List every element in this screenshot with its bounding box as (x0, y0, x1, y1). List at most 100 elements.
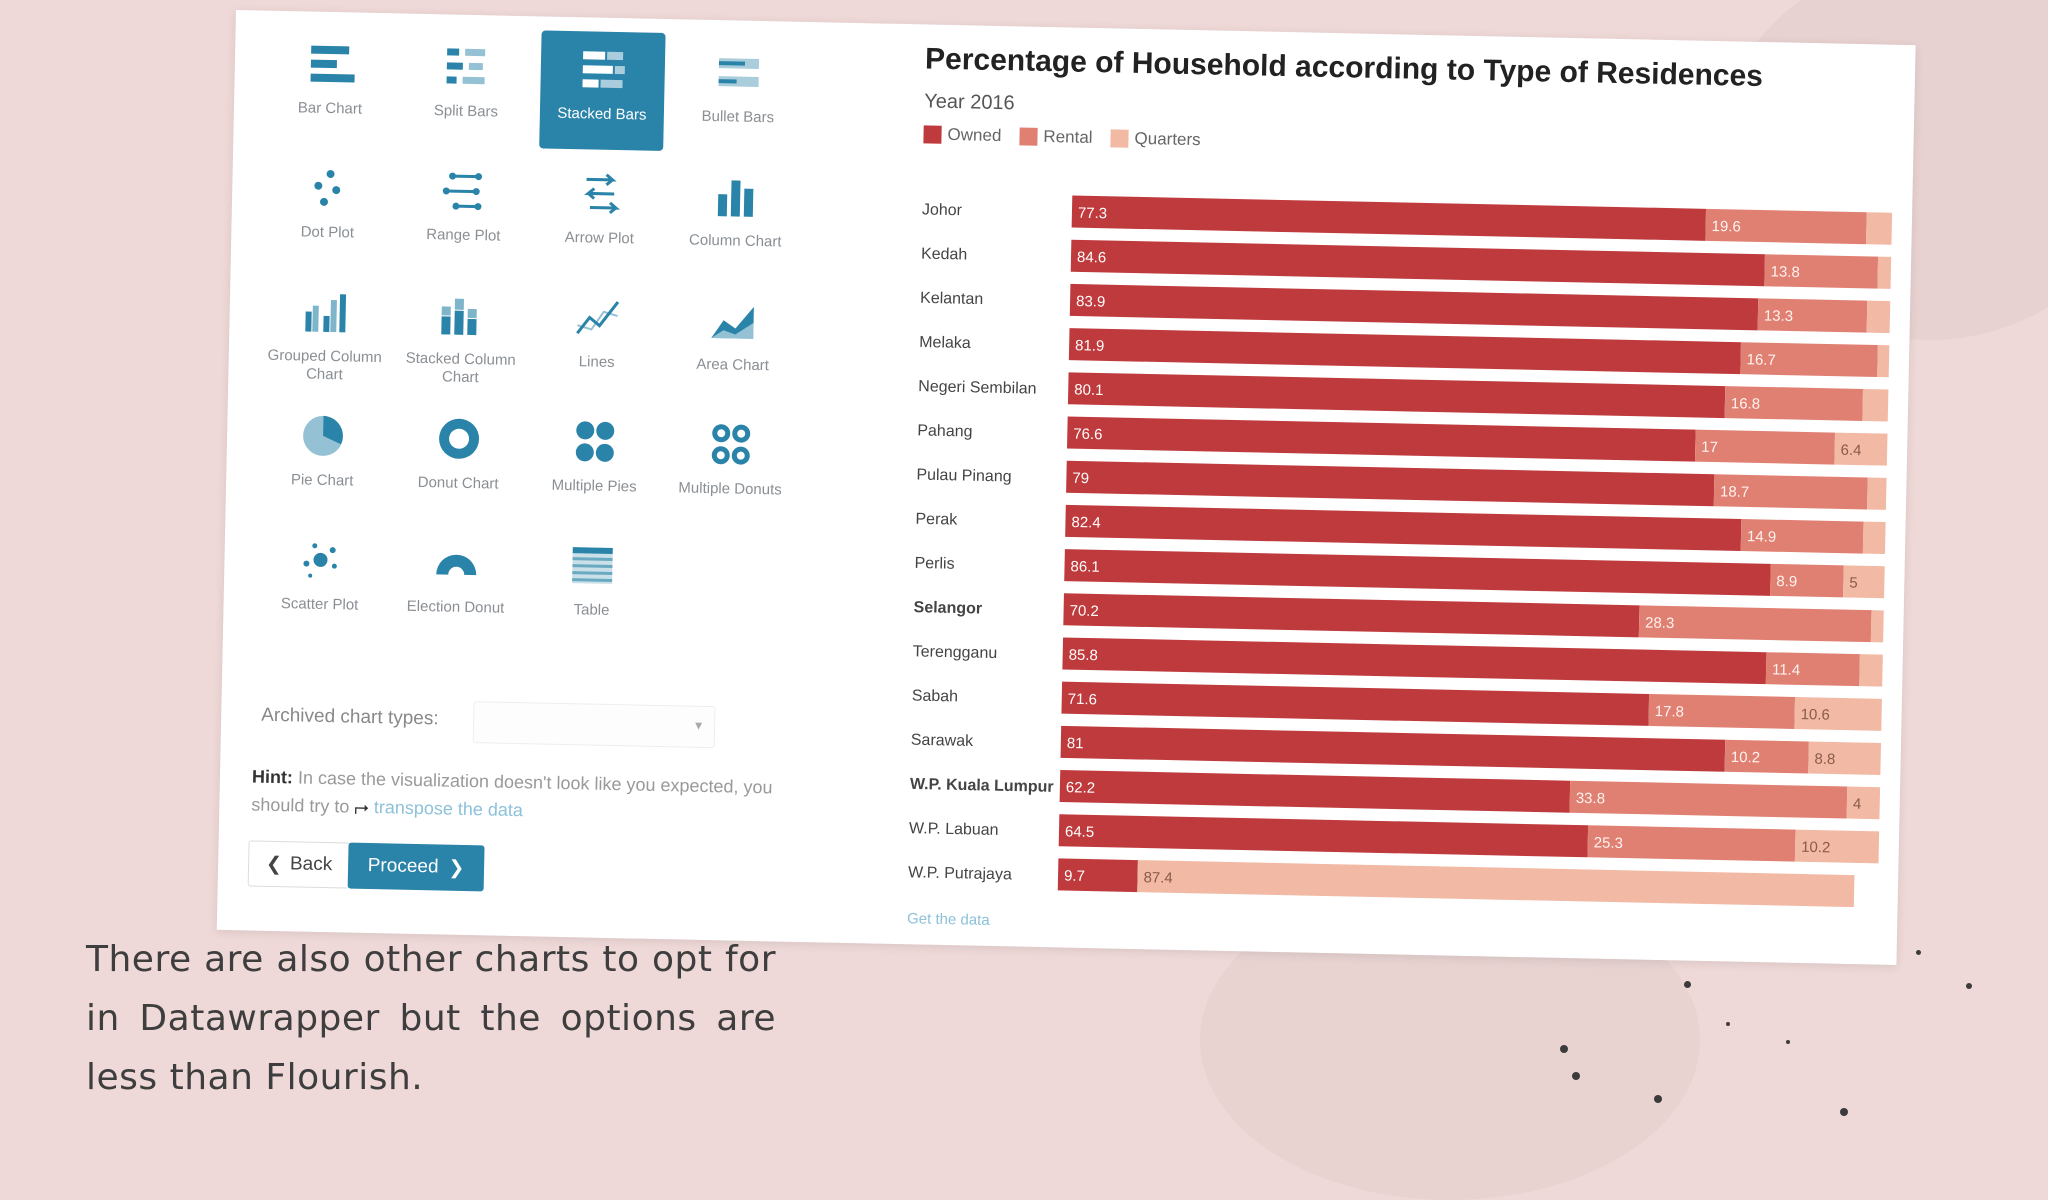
table-icon (572, 547, 613, 585)
chart-type-donut-chart[interactable]: Donut Chart (395, 399, 521, 520)
value-label: 8.9 (1776, 573, 1797, 590)
chart-type-label: Scatter Plot (280, 595, 359, 614)
arrow-plot-icon (584, 173, 621, 215)
bar-segment-owned (1065, 504, 1742, 552)
chart-type-table[interactable]: Table (529, 526, 655, 647)
chart-type-multiple-donuts[interactable]: Multiple Donuts (667, 405, 793, 526)
transpose-link[interactable]: transpose the data (373, 797, 524, 821)
bar-segment-owned (1058, 814, 1589, 858)
bar-segment-rental (1724, 739, 1809, 774)
hint-label: Hint: (251, 766, 294, 788)
category-label: Kedah (921, 246, 968, 264)
chart-type-label: Split Bars (433, 102, 499, 121)
value-label: 16.7 (1746, 351, 1776, 369)
stacked-column-chart-icon (441, 298, 477, 336)
chart-type-label: Multiple Pies (551, 476, 637, 496)
category-label: Kelantan (920, 290, 984, 308)
chart-type-pie-chart[interactable]: Pie Chart (259, 397, 385, 518)
value-label: 80.1 (1074, 381, 1104, 399)
chart-type-area-chart[interactable]: Area Chart (670, 281, 796, 402)
value-label: 81.9 (1075, 337, 1105, 355)
bar-segment-owned (1063, 593, 1640, 638)
chart-type-election-donut[interactable]: Election Donut (393, 523, 519, 644)
chart-type-split-bars[interactable]: Split Bars (403, 28, 529, 149)
range-plot-icon (442, 172, 483, 211)
bar-segment-owned (1062, 637, 1767, 685)
screenshot-card: Bar Chart Split Bars Stacked Bars Bullet Ba… (216, 10, 1916, 965)
bar-segment-quarters (1794, 697, 1882, 731)
bar-segment-owned (1060, 725, 1726, 772)
chart-type-dot-plot[interactable]: Dot Plot (265, 149, 391, 270)
bar-segment-quarters (1867, 477, 1887, 510)
bar-segment-owned (1057, 858, 1138, 893)
multiple-pies-icon (575, 421, 615, 462)
get-data-link[interactable]: Get the data (906, 910, 990, 929)
value-label: 4 (1853, 796, 1862, 813)
chart-type-bar-chart[interactable]: Bar Chart (267, 25, 393, 146)
chevron-left-icon: ❮ (265, 853, 283, 875)
value-label: 11.4 (1772, 661, 1800, 679)
chart-type-label: Election Donut (406, 597, 505, 617)
bar-segment-quarters (1859, 654, 1883, 687)
category-label: W.P. Putrajaya (908, 864, 1012, 883)
value-label: 77.3 (1078, 205, 1108, 223)
proceed-button[interactable]: Proceed ❯ (347, 842, 485, 892)
value-label: 82.4 (1071, 514, 1101, 532)
bar-segment-rental (1764, 254, 1879, 289)
value-label: 6.4 (1840, 442, 1861, 459)
decorative-dot (1572, 1072, 1580, 1080)
chart-type-label: Lines (578, 353, 615, 372)
chart-type-scatter-plot[interactable]: Scatter Plot (257, 521, 383, 642)
bar-segment-quarters (1862, 388, 1889, 422)
bar-segment-owned (1070, 239, 1765, 287)
back-label: Back (289, 853, 333, 876)
bar-segment-rental (1740, 342, 1878, 378)
bar-segment-quarters (1794, 829, 1880, 864)
chart-type-multiple-pies[interactable]: Multiple Pies (531, 402, 657, 523)
bar-segment-quarters (1846, 786, 1881, 820)
decorative-dot (1560, 1045, 1568, 1053)
value-label: 13.3 (1764, 307, 1794, 325)
chart-type-stacked-bars[interactable]: Stacked Bars (539, 30, 666, 151)
chart-type-bullet-bars[interactable]: Bullet Bars (675, 33, 801, 154)
chart-type-label: Bullet Bars (701, 107, 775, 127)
value-label: 83.9 (1076, 293, 1106, 311)
value-label: 70.2 (1069, 602, 1099, 620)
chart-type-label: Multiple Donuts (678, 479, 782, 499)
chart-type-range-plot[interactable]: Range Plot (401, 152, 527, 273)
category-label: Johor (922, 201, 963, 219)
bar-segment-owned (1059, 770, 1571, 813)
bar-segment-rental (1648, 693, 1796, 729)
bar-segment-quarters (1834, 432, 1888, 466)
category-label: Perlis (914, 555, 954, 573)
category-label: Pulau Pinang (916, 467, 1012, 486)
pie-chart-icon (303, 415, 344, 456)
bar-segment-quarters (1877, 345, 1890, 378)
bar-segment-owned (1064, 549, 1771, 596)
bar-segment-quarters (1877, 256, 1892, 289)
chart-type-grouped-column-chart[interactable]: Grouped Column Chart (262, 273, 388, 394)
archived-chart-select[interactable]: ▾ (472, 701, 716, 749)
bar-segment-rental (1724, 386, 1864, 421)
bar-chart-icon (310, 45, 355, 83)
category-label: Pahang (917, 422, 973, 440)
bar-segment-rental (1694, 429, 1836, 465)
bar-segment-owned (1068, 328, 1741, 375)
value-label: 25.3 (1594, 834, 1624, 852)
bar-segment-quarters (1843, 565, 1885, 599)
bullet-bars-icon (718, 58, 760, 87)
chart-type-column-chart[interactable]: Column Chart (673, 157, 799, 278)
back-button[interactable]: ❮ Back (247, 840, 351, 889)
chart-type-label: Donut Chart (417, 473, 499, 493)
chart-type-arrow-plot[interactable]: Arrow Plot (537, 154, 663, 275)
chart-type-lines[interactable]: Lines (534, 278, 660, 399)
value-label: 16.8 (1731, 395, 1761, 413)
value-label: 28.3 (1645, 614, 1675, 632)
category-label: Sarawak (911, 732, 975, 750)
value-label: 8.8 (1814, 751, 1835, 768)
chart-type-stacked-column-chart[interactable]: Stacked Column Chart (398, 276, 524, 397)
bar-segment-owned (1061, 681, 1650, 726)
value-label: 14.9 (1747, 528, 1777, 546)
transpose-icon: ⮣ (354, 796, 370, 817)
scatter-plot-icon (303, 543, 337, 578)
